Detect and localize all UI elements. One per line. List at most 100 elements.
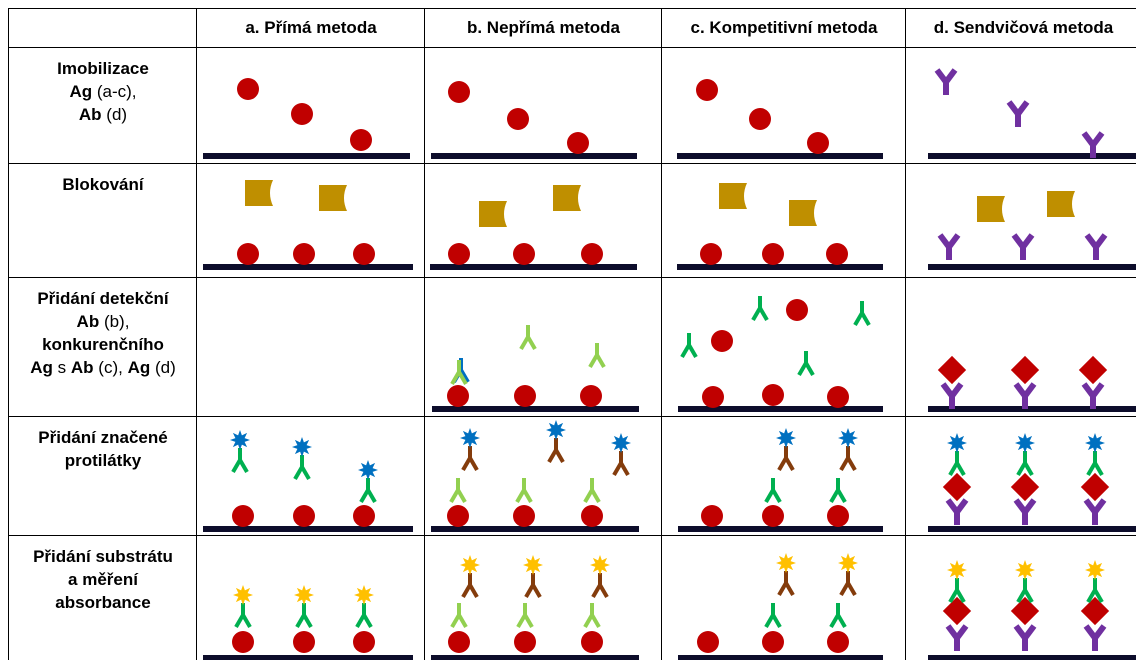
diagram-cell <box>196 535 425 660</box>
surface <box>678 406 883 412</box>
label-star <box>460 428 480 448</box>
capture-antibody <box>1081 131 1105 158</box>
labelled-antibody <box>461 573 479 599</box>
antibody <box>764 478 782 504</box>
antigen <box>232 631 254 653</box>
surface <box>203 153 410 159</box>
labelled-antibody <box>612 451 630 477</box>
antigen <box>353 631 375 653</box>
label-line: Přidání značené <box>9 426 197 449</box>
labelled-antibody <box>777 571 795 597</box>
antigen-d <box>937 355 967 385</box>
label-star <box>233 585 253 605</box>
surface <box>203 655 413 660</box>
antigen <box>353 505 375 527</box>
labelled-antibody <box>359 478 377 504</box>
capture-antibody <box>945 624 969 651</box>
label-star <box>230 430 250 450</box>
capture-antibody <box>1013 624 1037 651</box>
capture-antibody <box>1083 624 1107 651</box>
label-line: konkurenčního <box>9 333 197 356</box>
capture-antibody <box>1006 100 1030 127</box>
label-text: Imobilizace <box>57 59 149 78</box>
diagram-cell <box>905 277 1136 417</box>
label-line: absorbance <box>9 591 197 614</box>
antibody <box>829 478 847 504</box>
diagram-cell <box>196 277 425 417</box>
diagram-cell <box>424 535 662 660</box>
label-line: a měření <box>9 568 197 591</box>
label-line: Přidání substrátu <box>9 545 197 568</box>
label-line: Ag (a-c), <box>9 80 197 103</box>
antigen <box>581 243 603 265</box>
capture-antibody <box>1013 382 1037 409</box>
antigen <box>807 132 829 154</box>
antigen <box>702 386 724 408</box>
labelled-antibody <box>524 573 542 599</box>
labelled-antibody <box>1016 451 1034 477</box>
antigen-d <box>1010 355 1040 385</box>
label-star <box>523 555 543 575</box>
capture-antibody <box>937 233 961 260</box>
labelled-antibody <box>839 446 857 472</box>
labelled-antibody <box>355 603 373 629</box>
label-text: (a-c), <box>92 82 137 101</box>
diagram-cell <box>905 535 1136 660</box>
diagram-cell <box>661 47 906 164</box>
blocker <box>977 196 1005 222</box>
blocker <box>553 185 581 211</box>
antigen <box>786 299 808 321</box>
label-star <box>838 553 858 573</box>
surface <box>928 153 1136 159</box>
label-text: konkurenčního <box>42 335 164 354</box>
antibody <box>829 603 847 629</box>
diagram-cell <box>661 277 906 417</box>
antigen <box>827 505 849 527</box>
antigen <box>293 631 315 653</box>
detection-antibody <box>519 325 537 351</box>
antigen <box>826 243 848 265</box>
surface <box>678 526 883 532</box>
detection-antibody <box>588 343 606 369</box>
competing-antibody <box>797 351 815 377</box>
diagram-cell <box>905 163 1136 278</box>
column-header: b. Nepřímá metoda <box>424 8 662 48</box>
labelled-antibody <box>839 571 857 597</box>
label-star <box>947 433 967 453</box>
antigen <box>448 81 470 103</box>
antigen <box>827 386 849 408</box>
row-label: Přidání substrátu a měření absorbance <box>8 535 197 660</box>
label-star <box>590 555 610 575</box>
label-star <box>292 437 312 457</box>
antigen <box>711 330 733 352</box>
diagram-cell <box>196 163 425 278</box>
surface <box>431 655 639 660</box>
antigen <box>580 385 602 407</box>
antigen-d <box>942 472 972 502</box>
diagram-cell <box>661 535 906 660</box>
labelled-antibody <box>293 455 311 481</box>
blocker <box>245 180 273 206</box>
capture-antibody <box>934 68 958 95</box>
label-line: Přidání detekční <box>9 287 197 310</box>
antigen-d <box>1080 472 1110 502</box>
label-text: Přidání substrátu <box>33 547 173 566</box>
antigen <box>350 129 372 151</box>
antigen <box>567 132 589 154</box>
label-line: Ab (b), <box>9 310 197 333</box>
primary-antibody <box>583 603 601 629</box>
label-text: Přidání značené <box>38 428 168 447</box>
antigen <box>293 243 315 265</box>
antigen <box>353 243 375 265</box>
label-star <box>354 585 374 605</box>
surface <box>431 153 637 159</box>
label-text: Ab <box>76 312 100 331</box>
diagram-cell <box>196 416 425 536</box>
antigen <box>827 631 849 653</box>
surface <box>203 526 413 532</box>
primary-antibody <box>515 478 533 504</box>
row-label: Přidání značené protilátky <box>8 416 197 536</box>
label-star <box>776 428 796 448</box>
